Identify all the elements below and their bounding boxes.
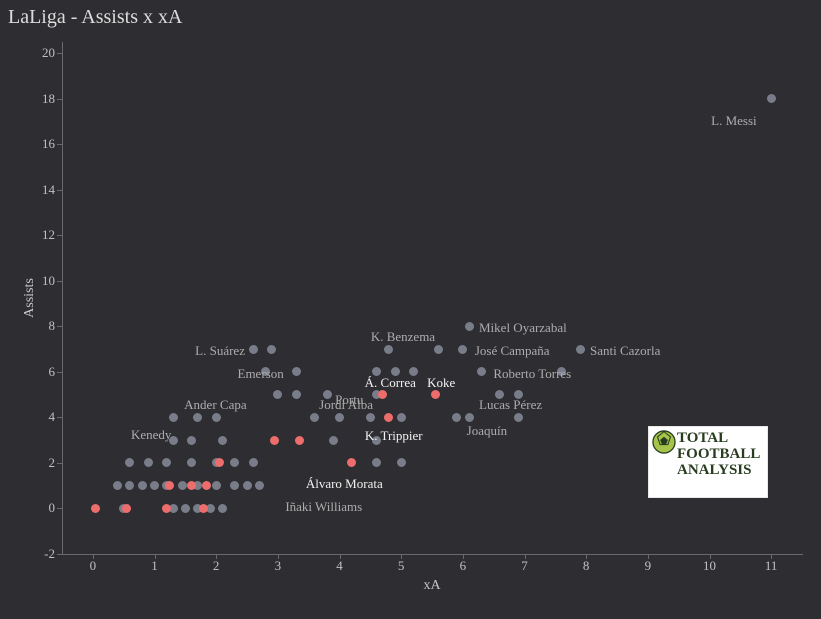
logo-total-football-analysis: TOTALFOOTBALLANALYSIS (648, 426, 768, 498)
point-label: Santi Cazorla (590, 343, 660, 359)
chart-title: LaLiga - Assists x xA (8, 6, 182, 29)
ytick-mark (57, 508, 62, 509)
scatter-point (218, 436, 227, 445)
scatter-point (169, 413, 178, 422)
point-label: Koke (427, 375, 455, 391)
ytick-mark (57, 554, 62, 555)
scatter-point (458, 345, 467, 354)
ytick-mark (57, 281, 62, 282)
scatter-point (397, 413, 406, 422)
xtick-label: 10 (703, 558, 716, 574)
ytick-mark (57, 463, 62, 464)
scatter-point (243, 481, 252, 490)
point-label: Jordi Alba (319, 397, 373, 413)
ytick-mark (57, 326, 62, 327)
xtick-label: 8 (583, 558, 590, 574)
scatter-point (212, 413, 221, 422)
scatter-point (576, 345, 585, 354)
point-label: Emerson (238, 366, 284, 382)
xtick-label: 0 (90, 558, 97, 574)
scatter-point (329, 436, 338, 445)
ytick-label: 2 (15, 455, 55, 471)
ytick-label: -2 (15, 546, 55, 562)
scatter-point (434, 345, 443, 354)
scatter-point (292, 390, 301, 399)
scatter-point (249, 345, 258, 354)
ytick-label: 4 (15, 409, 55, 425)
ytick-label: 14 (15, 182, 55, 198)
ytick-label: 8 (15, 318, 55, 334)
ytick-mark (57, 417, 62, 418)
ytick-mark (57, 235, 62, 236)
scatter-point (138, 481, 147, 490)
point-label: L. Messi (711, 113, 757, 129)
ytick-mark (57, 144, 62, 145)
point-label: José Campaña (475, 343, 550, 359)
point-label: Ander Capa (184, 397, 246, 413)
xtick-label: 5 (398, 558, 405, 574)
scatter-point-highlight (295, 436, 304, 445)
scatter-point (366, 413, 375, 422)
ytick-mark (57, 53, 62, 54)
point-label: Á. Correa (365, 375, 416, 391)
point-label: Roberto Torres (493, 366, 571, 382)
chart-figure: LaLiga - Assists x xA Assists xA TOTALFO… (0, 0, 821, 619)
scatter-point (465, 322, 474, 331)
scatter-point-highlight (270, 436, 279, 445)
xtick-label: 3 (275, 558, 282, 574)
ytick-label: 16 (15, 136, 55, 152)
xtick-label: 9 (645, 558, 652, 574)
scatter-point (267, 345, 276, 354)
ytick-label: 10 (15, 273, 55, 289)
point-label: Álvaro Morata (306, 476, 383, 492)
scatter-point (465, 413, 474, 422)
point-label: Mikel Oyarzabal (479, 320, 567, 336)
scatter-point (514, 413, 523, 422)
scatter-point (384, 345, 393, 354)
ytick-label: 18 (15, 91, 55, 107)
ytick-mark (57, 190, 62, 191)
point-label: L. Suárez (195, 343, 245, 359)
scatter-point (212, 481, 221, 490)
ytick-label: 12 (15, 227, 55, 243)
scatter-point (181, 504, 190, 513)
point-label: K. Trippier (365, 428, 423, 444)
xtick-label: 4 (336, 558, 343, 574)
ytick-label: 6 (15, 364, 55, 380)
point-label: Kenedy (131, 427, 171, 443)
ytick-label: 20 (15, 45, 55, 61)
logo-text: TOTALFOOTBALLANALYSIS (677, 431, 761, 478)
x-axis-label: xA (423, 578, 440, 594)
point-label: K. Benzema (371, 329, 435, 345)
ytick-mark (57, 99, 62, 100)
scatter-point (255, 481, 264, 490)
football-icon (651, 429, 677, 455)
xtick-label: 6 (460, 558, 467, 574)
xtick-label: 7 (521, 558, 528, 574)
scatter-point (767, 94, 776, 103)
scatter-point (187, 436, 196, 445)
scatter-point (218, 504, 227, 513)
scatter-point-highlight (431, 390, 440, 399)
xtick-label: 1 (151, 558, 158, 574)
point-label: Iñaki Williams (285, 499, 362, 515)
scatter-point (178, 481, 187, 490)
ytick-label: 0 (15, 500, 55, 516)
xtick-label: 2 (213, 558, 220, 574)
point-label: Lucas Pérez (479, 397, 542, 413)
point-label: Joaquín (467, 423, 507, 439)
xtick-label: 11 (765, 558, 778, 574)
ytick-mark (57, 372, 62, 373)
scatter-point (335, 413, 344, 422)
